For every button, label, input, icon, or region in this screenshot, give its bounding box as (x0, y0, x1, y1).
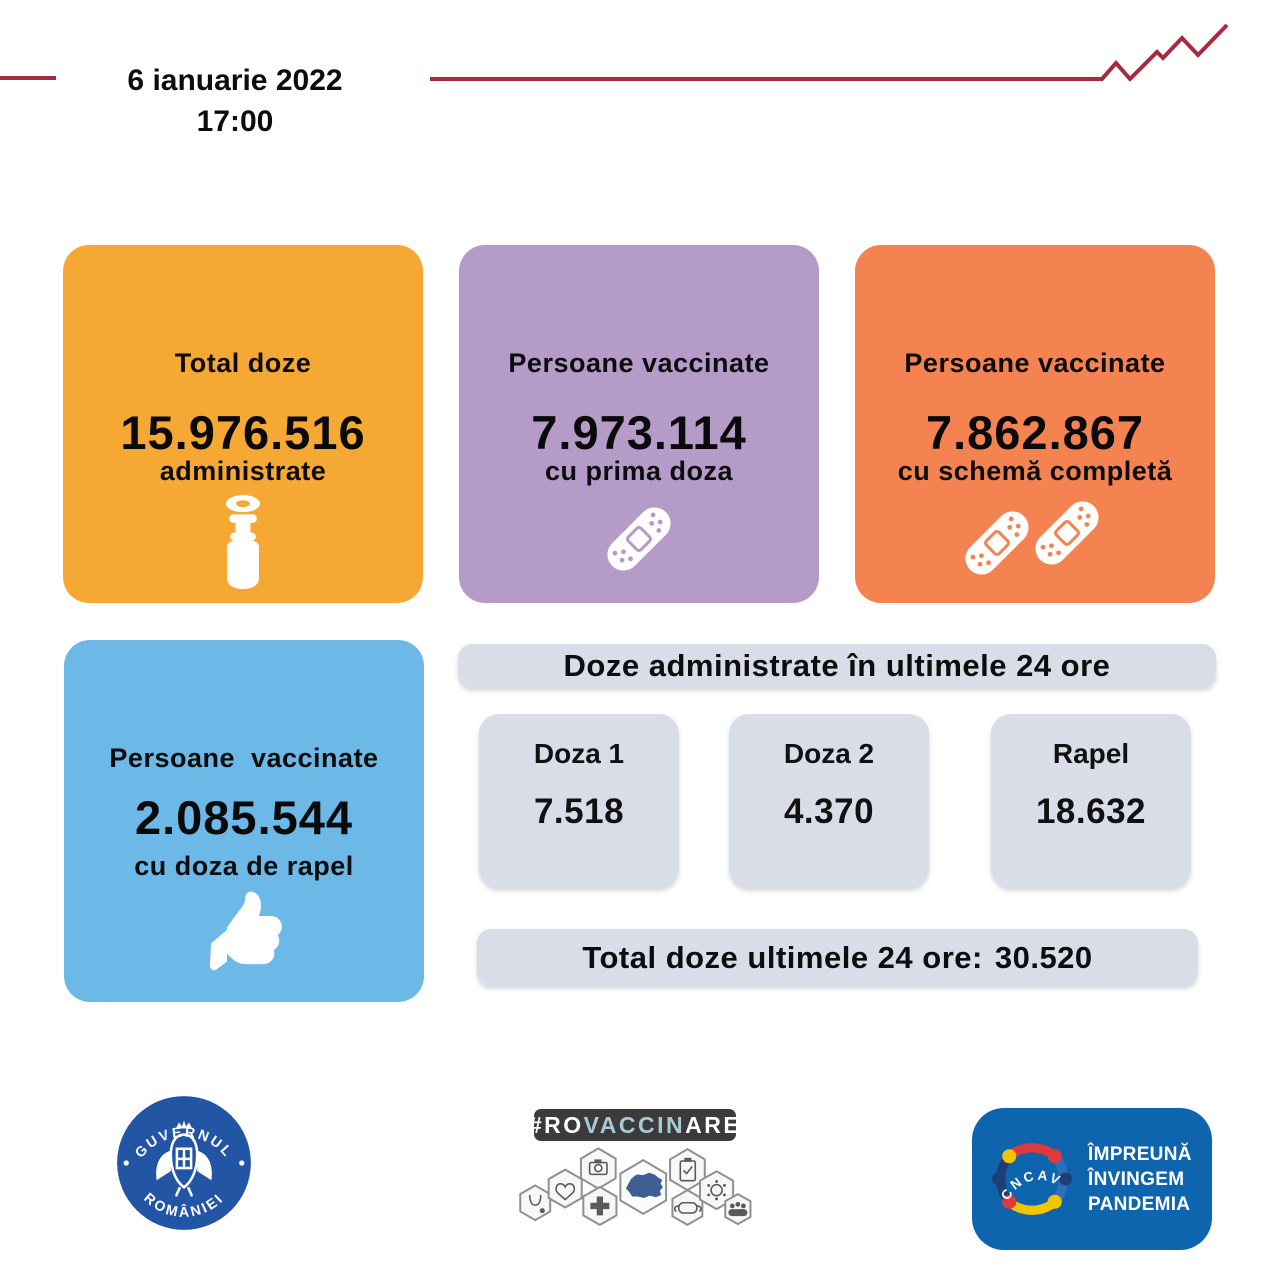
report-time: 17:00 (196, 105, 274, 138)
government-of-romania-seal: GUVERNUL ROMÂNIEI (117, 1096, 251, 1230)
mask-hexagon (671, 1189, 704, 1226)
report-datetime: 6 ianuarie 2022 17:00 (95, 60, 375, 142)
card-total-doses: Total doze administrate 15.976.516 (63, 245, 423, 603)
medical-cross-glyph (590, 1196, 610, 1216)
card-first-dose: Persoane vaccinate cu prima doza 7.973.1… (459, 245, 819, 603)
virus-hexagon (699, 1170, 735, 1211)
dose-box-doza1: Doza 1 7.518 (479, 714, 679, 888)
rovaccinare-banner: #RO VACCIN ARE (529, 1109, 739, 1141)
mask-glyph (673, 1201, 702, 1214)
dose-label: Rapel (1052, 738, 1130, 769)
dose-label: Doza 1 (533, 738, 625, 769)
camera-hexagon (579, 1147, 617, 1190)
dose-value: 18.632 (1035, 792, 1147, 831)
card-value: 7.862.867 (925, 406, 1145, 459)
dose-value: 7.518 (533, 792, 625, 831)
decorative-line-left (0, 76, 56, 80)
dose-box-rapel: Rapel 18.632 (991, 714, 1191, 888)
card-booster: Persoane vaccinate cu doza de rapel 2.08… (64, 640, 424, 1002)
double-bandage-icon (855, 489, 1215, 589)
banner-highlight: VACCIN (583, 1111, 686, 1138)
card-value: 15.976.516 (120, 406, 366, 459)
cncav-logo-card: CNCAV ÎMPREUNĂ ÎNVINGEM PANDEMIA (972, 1108, 1212, 1250)
total-value: 30.520 (994, 939, 1093, 975)
coat-of-arms-icon (156, 1120, 212, 1197)
card-full-scheme: Persoane vaccinate cu schemă completă 7.… (855, 245, 1215, 603)
trend-line-icon (430, 24, 1229, 82)
banner-prefix: #RO (528, 1111, 584, 1138)
card-value: 7.973.114 (531, 406, 747, 459)
cncav-emblem-icon: CNCAV (991, 1143, 1073, 1215)
card-title: Total doze administrate (159, 348, 327, 486)
cncav-slogan: ÎMPREUNĂ ÎNVINGEM PANDEMIA (1088, 1143, 1192, 1215)
card-title: Persoane vaccinate cu schemă completă (897, 348, 1173, 486)
heart-glyph (555, 1183, 576, 1201)
dose-value: 4.370 (783, 792, 875, 831)
vaccine-vial-icon (63, 493, 423, 589)
clipboard-glyph (679, 1157, 697, 1182)
banner-suffix: ARE (685, 1111, 742, 1138)
last24-total: Total doze ultimele 24 ore: 30.520 (477, 929, 1198, 986)
card-title: Persoane vaccinate cu doza de rapel (109, 743, 379, 881)
people-hexagon (724, 1192, 752, 1226)
virus-glyph (707, 1180, 726, 1201)
thumbs-up-icon (64, 888, 424, 980)
stethoscope-hexagon (519, 1184, 552, 1222)
dose-box-doza2: Doza 2 4.370 (729, 714, 929, 888)
romania-map-glyph (625, 1172, 663, 1199)
people-glyph (728, 1201, 748, 1217)
stethoscope-glyph (528, 1194, 542, 1206)
last24-header: Doze administrate în ultimele 24 ore (458, 644, 1216, 688)
camera-glyph (588, 1159, 608, 1176)
card-value: 2.085.544 (134, 791, 354, 844)
card-title: Persoane vaccinate cu prima doza (508, 348, 770, 486)
report-date: 6 ianuarie 2022 (127, 64, 343, 97)
dose-label: Doza 2 (783, 738, 875, 769)
bandage-icon (459, 489, 819, 589)
rovaccinare-hexagon-cluster (519, 1147, 752, 1226)
total-label: Total doze ultimele 24 ore: (582, 939, 983, 975)
